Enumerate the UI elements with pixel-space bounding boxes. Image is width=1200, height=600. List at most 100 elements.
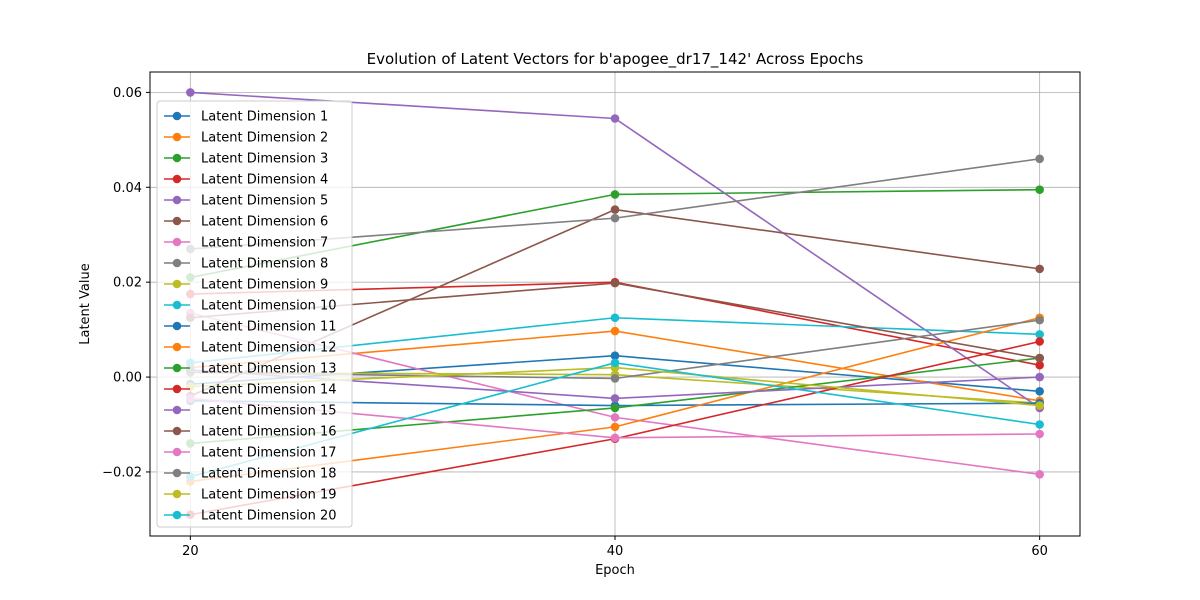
legend-label: Latent Dimension 9: [201, 278, 328, 293]
legend-item: Latent Dimension 15: [164, 404, 337, 419]
data-point: [610, 351, 620, 361]
legend-swatch-marker: [172, 195, 182, 205]
legend-item: Latent Dimension 12: [164, 341, 337, 356]
data-point: [610, 413, 620, 422]
legend-label: Latent Dimension 11: [201, 320, 337, 335]
x-tick-label: 40: [607, 544, 624, 559]
legend-swatch-marker: [172, 468, 182, 478]
legend-item: Latent Dimension 11: [164, 320, 337, 335]
y-tick-label: 0.06: [113, 86, 142, 101]
y-tick-label: 0.02: [113, 276, 142, 291]
legend-label: Latent Dimension 19: [201, 488, 337, 503]
legend-item: Latent Dimension 18: [164, 467, 337, 482]
legend: Latent Dimension 1 Latent Dimension 2 Late…: [156, 100, 353, 528]
legend-swatch-marker: [172, 300, 182, 310]
legend-item: Latent Dimension 3: [164, 152, 328, 167]
legend-swatch-marker: [172, 111, 182, 121]
legend-label: Latent Dimension 17: [201, 446, 337, 461]
data-point: [1035, 353, 1044, 363]
data-point: [1035, 429, 1044, 439]
legend-swatch-marker: [172, 510, 182, 520]
legend-frame: [156, 100, 353, 528]
data-point: [610, 358, 620, 368]
data-point: [1035, 337, 1044, 346]
legend-item: Latent Dimension 19: [164, 488, 337, 503]
y-tick-label: 0.00: [113, 371, 142, 386]
legend-item: Latent Dimension 17: [164, 446, 337, 461]
legend-label: Latent Dimension 18: [201, 467, 337, 482]
x-axis-ticks: 20 40 60: [182, 536, 1048, 559]
data-point: [1035, 185, 1044, 194]
data-point: [1035, 386, 1044, 396]
legend-item: Latent Dimension 14: [164, 383, 337, 398]
legend-swatch-marker: [172, 174, 182, 184]
legend-label: Latent Dimension 3: [201, 152, 328, 167]
legend-swatch-marker: [172, 237, 182, 247]
data-point: [1035, 470, 1044, 479]
legend-swatch-marker: [172, 279, 182, 289]
legend-item: Latent Dimension 7: [164, 236, 328, 251]
data-point: [610, 278, 620, 288]
data-point: [610, 326, 620, 336]
legend-swatch-marker: [172, 489, 182, 499]
legend-item: Latent Dimension 4: [164, 173, 328, 188]
data-point: [186, 88, 195, 97]
legend-label: Latent Dimension 10: [201, 299, 337, 314]
legend-label: Latent Dimension 15: [201, 404, 337, 419]
legend-item: Latent Dimension 8: [164, 257, 328, 272]
legend-swatch-marker: [172, 426, 182, 436]
data-point: [610, 394, 620, 403]
legend-item: Latent Dimension 16: [164, 425, 337, 440]
legend-label: Latent Dimension 7: [201, 236, 328, 251]
data-point: [1035, 360, 1044, 370]
legend-item: Latent Dimension 6: [164, 215, 328, 230]
chart-title: Evolution of Latent Vectors for b'apogee…: [367, 50, 864, 69]
data-point: [1035, 315, 1044, 325]
legend-label: Latent Dimension 5: [201, 194, 328, 209]
legend-label: Latent Dimension 12: [201, 341, 337, 356]
legend-item: Latent Dimension 10: [164, 299, 337, 314]
x-axis-title: Epoch: [595, 563, 635, 578]
legend-label: Latent Dimension 16: [201, 425, 337, 440]
legend-swatch-marker: [172, 447, 182, 457]
data-point: [610, 190, 620, 199]
data-point: [610, 313, 620, 323]
legend-swatch-marker: [172, 258, 182, 268]
data-point: [610, 213, 620, 223]
data-point: [1035, 420, 1044, 429]
legend-swatch-marker: [172, 363, 182, 373]
legend-item: Latent Dimension 20: [164, 509, 337, 524]
x-tick-label: 20: [182, 544, 199, 559]
data-point: [610, 114, 620, 123]
data-point: [610, 433, 620, 443]
legend-item: Latent Dimension 5: [164, 194, 328, 209]
legend-label: Latent Dimension 1: [201, 110, 328, 125]
legend-swatch-marker: [172, 384, 182, 394]
legend-item: Latent Dimension 1: [164, 110, 328, 125]
legend-swatch-marker: [172, 153, 182, 163]
legend-label: Latent Dimension 20: [201, 509, 337, 524]
data-point: [1035, 330, 1044, 339]
data-point: [610, 422, 620, 432]
legend-item: Latent Dimension 9: [164, 278, 328, 293]
legend-label: Latent Dimension 8: [201, 257, 328, 272]
legend-label: Latent Dimension 13: [201, 362, 337, 377]
legend-swatch-marker: [172, 321, 182, 331]
y-axis-title: Latent Value: [78, 263, 93, 344]
data-point: [610, 403, 620, 413]
data-point: [1035, 264, 1044, 274]
y-tick-label: −0.02: [102, 465, 142, 480]
y-tick-label: 0.04: [113, 181, 142, 196]
legend-label: Latent Dimension 6: [201, 215, 328, 230]
data-point: [1035, 372, 1044, 382]
legend-label: Latent Dimension 14: [201, 383, 337, 398]
legend-swatch-marker: [172, 216, 182, 226]
legend-label: Latent Dimension 4: [201, 173, 328, 188]
legend-item: Latent Dimension 13: [164, 362, 337, 377]
x-tick-label: 60: [1031, 544, 1048, 559]
data-point: [610, 374, 620, 383]
y-axis-ticks: −0.02 0.00 0.02 0.04 0.06: [102, 86, 150, 480]
legend-swatch-marker: [172, 342, 182, 352]
data-point: [1035, 401, 1044, 410]
